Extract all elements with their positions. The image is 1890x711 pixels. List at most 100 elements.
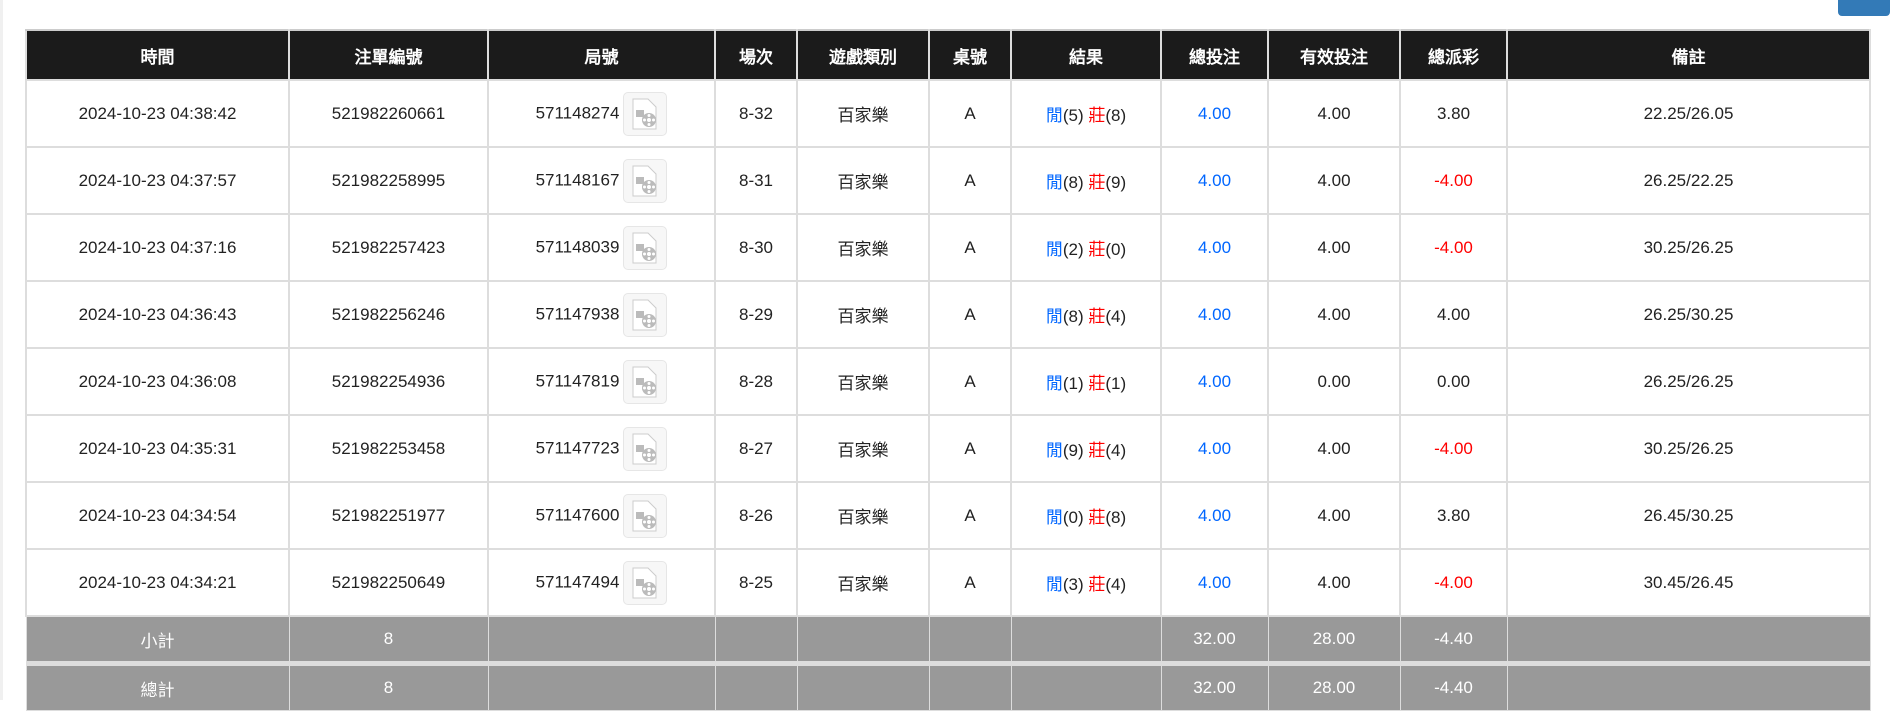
table-row: 2024-10-23 04:38:42 521982260661 5711482… [25,79,1871,148]
payout: -4.00 [1399,414,1508,483]
round-cell: 571147723 [487,414,716,483]
valid-bet: 4.00 [1267,213,1401,282]
empty-cell [928,615,1012,664]
shoe-round: 8-26 [714,481,798,550]
valid-bet: 4.00 [1267,79,1401,148]
valid-bet: 4.00 [1267,146,1401,215]
table-row: 2024-10-23 04:37:16 521982257423 5711480… [25,213,1871,282]
payout: -4.00 [1399,548,1508,617]
player-label: 閒 [1045,575,1063,594]
empty-cell [714,615,798,664]
player-label: 閒 [1045,307,1063,326]
table-header: 時間 注單編號 局號 場次 遊戲類別 桌號 結果 總投注 有效投注 總派彩 備註 [25,29,1871,81]
result: 閒(1) 莊(1) [1010,347,1162,416]
column-header-shoe: 場次 [714,29,798,81]
shoe-round: 8-28 [714,347,798,416]
player-score: (9) [1062,441,1084,460]
player-score: (8) [1062,307,1084,326]
table-no: A [928,548,1012,617]
note: 26.25/22.25 [1506,146,1871,215]
empty-cell [714,661,798,711]
round-cell: 571147600 [487,481,716,550]
total-bet: 4.00 [1160,414,1269,483]
game-type: 百家樂 [796,414,930,483]
page-edge [0,0,3,700]
player-score: (5) [1062,106,1084,125]
banker-score: (4) [1105,307,1127,326]
round-id: 571147600 [535,504,620,524]
video-replay-icon[interactable] [623,292,668,337]
bet-id: 521982253458 [288,414,489,483]
video-replay-icon[interactable] [623,91,668,136]
video-replay-icon[interactable] [623,158,668,203]
game-type: 百家樂 [796,548,930,617]
table-no: A [928,414,1012,483]
banker-label: 莊 [1088,106,1106,125]
total-bet: 4.00 [1160,146,1269,215]
table-no: A [928,79,1012,148]
column-header-total-bet: 總投注 [1160,29,1269,81]
payout: -4.00 [1399,146,1508,215]
table-row: 2024-10-23 04:34:21 521982250649 5711474… [25,548,1871,617]
note: 30.25/26.25 [1506,213,1871,282]
note: 26.45/30.25 [1506,481,1871,550]
player-score: (2) [1062,240,1084,259]
bet-id: 521982260661 [288,79,489,148]
player-label: 閒 [1045,106,1063,125]
round-cell: 571147494 [487,548,716,617]
valid-bet: 4.00 [1267,414,1401,483]
game-type: 百家樂 [796,347,930,416]
empty-cell [487,661,716,711]
table-row: 2024-10-23 04:35:31 521982253458 5711477… [25,414,1871,483]
summary-valid-bet: 28.00 [1267,615,1401,664]
summary-label: 小計 [25,615,290,664]
round-id: 571147723 [535,437,620,457]
shoe-round: 8-30 [714,213,798,282]
note: 26.25/26.25 [1506,347,1871,416]
summary-payout: -4.40 [1399,661,1508,711]
bet-id: 521982258995 [288,146,489,215]
total-bet: 4.00 [1160,213,1269,282]
round-cell: 571148039 [487,213,716,282]
video-replay-icon[interactable] [623,359,668,404]
bet-time: 2024-10-23 04:38:42 [25,79,290,148]
table-no: A [928,280,1012,349]
column-header-payout: 總派彩 [1399,29,1508,81]
video-replay-icon[interactable] [623,493,668,538]
table-row: 2024-10-23 04:37:57 521982258995 5711481… [25,146,1871,215]
banker-score: (8) [1105,508,1127,527]
column-header-result: 結果 [1010,29,1162,81]
player-label: 閒 [1045,441,1063,460]
video-replay-icon[interactable] [623,426,668,471]
empty-cell [1010,661,1162,711]
banker-label: 莊 [1088,441,1106,460]
shoe-round: 8-29 [714,280,798,349]
summary-payout: -4.40 [1399,615,1508,664]
bet-id: 521982254936 [288,347,489,416]
grand-total-row: 總計 8 32.00 28.00 -4.40 [25,661,1871,711]
valid-bet: 4.00 [1267,481,1401,550]
valid-bet: 0.00 [1267,347,1401,416]
player-label: 閒 [1045,240,1063,259]
video-replay-icon[interactable] [623,560,668,605]
round-cell: 571147819 [487,347,716,416]
bet-records-table: 時間 注單編號 局號 場次 遊戲類別 桌號 結果 總投注 有效投注 總派彩 備註 2024-10-2… [25,29,1871,711]
column-header-round: 局號 [487,29,716,81]
top-action-button[interactable] [1838,0,1890,16]
round-id: 571148167 [535,169,620,189]
video-replay-icon[interactable] [623,225,668,270]
player-score: (3) [1062,575,1084,594]
table-no: A [928,146,1012,215]
round-id: 571147819 [535,370,620,390]
game-type: 百家樂 [796,213,930,282]
table-no: A [928,481,1012,550]
valid-bet: 4.00 [1267,548,1401,617]
banker-score: (9) [1105,173,1127,192]
result: 閒(3) 莊(4) [1010,548,1162,617]
column-header-game-type: 遊戲類別 [796,29,930,81]
bet-time: 2024-10-23 04:34:21 [25,548,290,617]
total-bet: 4.00 [1160,347,1269,416]
bet-time: 2024-10-23 04:34:54 [25,481,290,550]
result: 閒(9) 莊(4) [1010,414,1162,483]
game-type: 百家樂 [796,146,930,215]
